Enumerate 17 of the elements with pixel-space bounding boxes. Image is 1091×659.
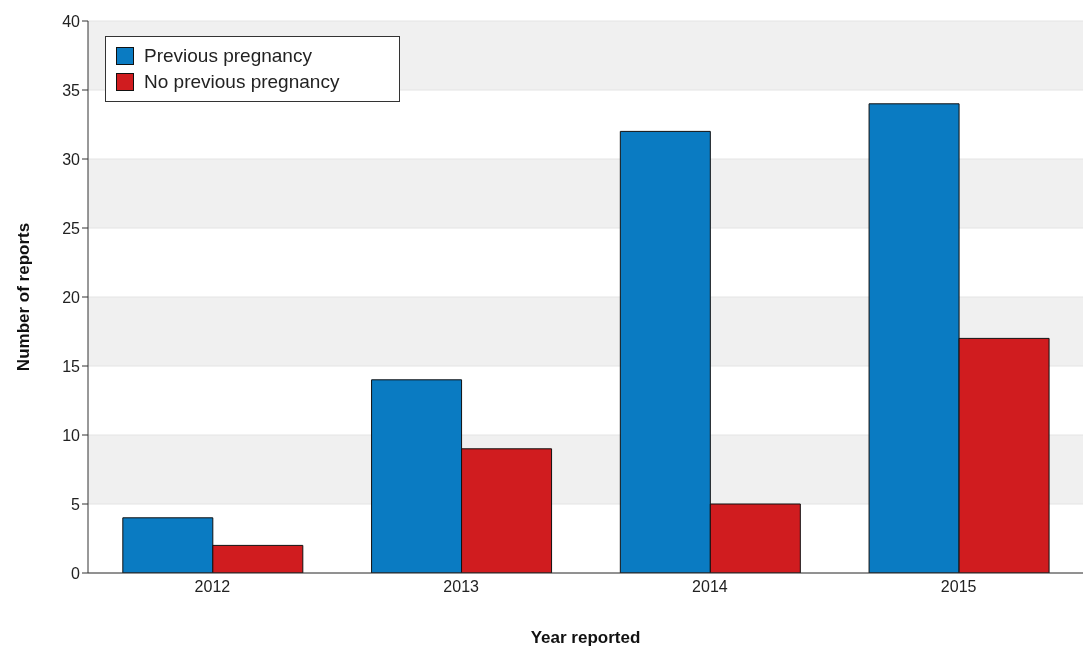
y-tick-label: 40	[62, 12, 81, 30]
y-tick-label: 10	[62, 426, 81, 444]
y-tick-label: 35	[62, 81, 81, 99]
legend-label: Previous pregnancy	[144, 44, 312, 68]
y-axis-title: Number of reports	[14, 222, 34, 372]
y-tick-label: 25	[62, 219, 81, 237]
x-axis-title: Year reported	[530, 628, 641, 647]
y-tick-label: 20	[62, 288, 81, 306]
y-tick-label: 30	[62, 150, 81, 168]
x-tick-label: 2012	[194, 578, 231, 596]
x-tick-label: 2013	[443, 578, 480, 596]
x-tick-label: 2014	[692, 578, 728, 596]
y-tick-label: 15	[62, 357, 81, 375]
y-tick-label: 5	[71, 495, 81, 513]
legend-label: No previous pregnancy	[144, 70, 340, 94]
y-tick-label: 0	[71, 564, 81, 582]
x-tick-label: 2015	[940, 578, 977, 596]
